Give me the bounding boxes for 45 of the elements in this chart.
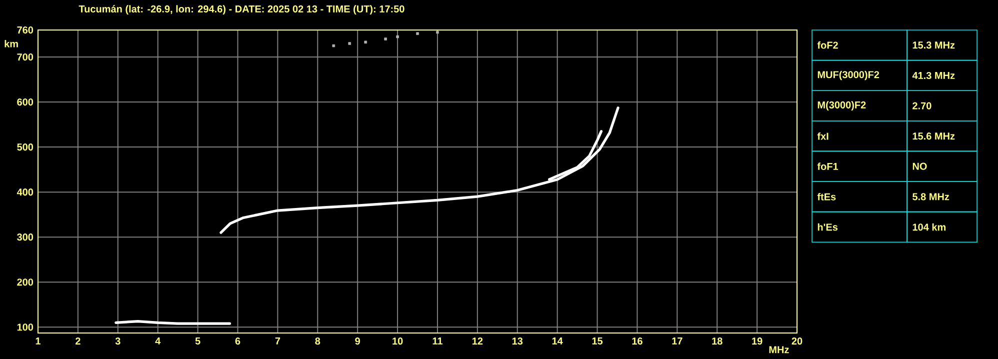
text: ftEs <box>817 193 836 200</box>
x-axis-title: MHz <box>769 346 789 354</box>
text: M(3000)F2 <box>818 101 866 110</box>
x-tick-label: 17 <box>672 338 682 344</box>
x-tick-label: 2 <box>76 338 80 345</box>
x-tick-label: 8 <box>315 338 320 345</box>
x-tick-label: 5 <box>195 338 200 345</box>
text: NO <box>912 162 927 170</box>
x-tick-label: 1 <box>36 338 41 344</box>
x-tick-label: 4 <box>155 338 161 344</box>
y-tick-label: 200 <box>17 278 34 286</box>
x-tick-label: 9 <box>355 338 360 345</box>
x-tick-label: 10 <box>392 338 403 345</box>
x-tick-label: 19 <box>752 338 762 345</box>
y-tick-label: 300 <box>17 234 34 241</box>
x-tick-label: 12 <box>472 338 483 345</box>
text: 41.3 MHz <box>912 72 955 80</box>
text: foF2 <box>817 41 838 49</box>
x-tick-label: 7 <box>275 338 280 344</box>
chart-title: Tucumán (lat: -26.9, lon: 294.6) - DATE: 2025 02 13 - TIME (UT): 17:50 <box>78 5 404 14</box>
text: 2.70 <box>912 102 932 110</box>
text: MUF(3000)F2 <box>818 70 880 80</box>
text: h'Es <box>818 223 838 231</box>
y-tick-label: 400 <box>16 188 34 196</box>
x-tick-label: 3 <box>115 338 120 345</box>
x-tick-label: 18 <box>712 338 722 345</box>
x-tick-label: 11 <box>432 338 442 344</box>
text: fxI <box>817 132 828 140</box>
x-tick-label: 15 <box>592 338 603 345</box>
x-tick-label: 13 <box>512 338 523 345</box>
y-tick-label: 100 <box>17 324 34 331</box>
x-tick-label: 20 <box>792 338 802 345</box>
x-tick-label: 14 <box>552 338 563 344</box>
text: 104 km <box>912 223 946 231</box>
y-axis-title: km <box>4 40 18 48</box>
text: foF1 <box>817 162 838 170</box>
y-tick-label: 700 <box>17 53 34 61</box>
text: 15.6 MHz <box>912 132 955 140</box>
text: 5.8 MHz <box>912 193 950 200</box>
y-tick-label: 760 <box>17 26 34 34</box>
y-tick-label: 600 <box>17 98 34 106</box>
text: 15.3 MHz <box>912 42 955 49</box>
y-tick-label: 500 <box>17 144 34 151</box>
x-tick-label: 6 <box>235 338 240 345</box>
x-tick-label: 16 <box>632 338 642 345</box>
